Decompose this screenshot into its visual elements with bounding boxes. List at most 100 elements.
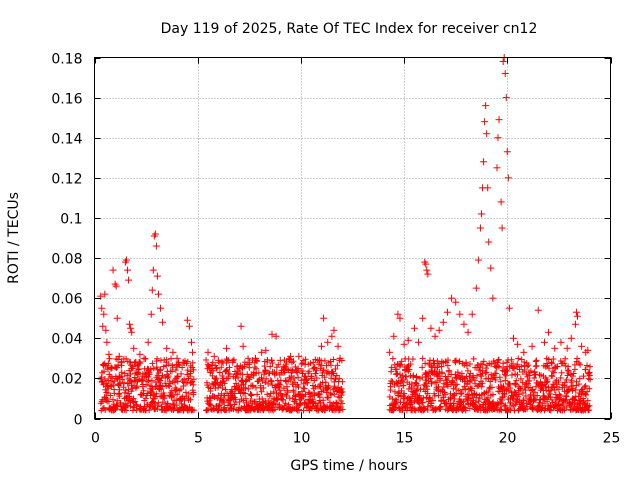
band-mark bbox=[509, 395, 516, 402]
band-mark bbox=[392, 396, 399, 403]
data-point bbox=[485, 238, 493, 246]
data-point bbox=[140, 354, 148, 362]
data-point bbox=[113, 314, 121, 322]
band-mark bbox=[105, 377, 112, 384]
data-point bbox=[130, 344, 138, 352]
band-mark bbox=[218, 358, 225, 365]
band-mark bbox=[133, 384, 140, 391]
band-mark bbox=[165, 373, 172, 380]
data-point bbox=[125, 276, 133, 284]
band-mark bbox=[395, 392, 402, 399]
band-mark bbox=[506, 381, 513, 388]
band-mark bbox=[221, 399, 228, 406]
band-mark bbox=[481, 390, 488, 397]
band-mark bbox=[330, 356, 337, 363]
band-mark bbox=[550, 356, 557, 363]
band-mark bbox=[117, 380, 124, 387]
band-mark bbox=[314, 403, 321, 410]
band-mark bbox=[444, 362, 451, 369]
data-point bbox=[185, 322, 193, 330]
data-point bbox=[394, 310, 402, 318]
band-mark bbox=[165, 361, 172, 368]
band-mark bbox=[438, 369, 445, 376]
band-mark bbox=[436, 375, 443, 382]
band-mark bbox=[130, 395, 137, 402]
band-mark bbox=[172, 367, 179, 374]
band-mark bbox=[391, 388, 398, 395]
band-mark bbox=[533, 357, 540, 364]
band-mark bbox=[173, 402, 180, 409]
band-mark bbox=[225, 357, 232, 364]
band-mark bbox=[320, 397, 327, 404]
data-point bbox=[153, 272, 161, 280]
band-mark bbox=[533, 362, 540, 369]
band-mark bbox=[566, 386, 573, 393]
data-point bbox=[484, 184, 492, 192]
data-point bbox=[330, 326, 338, 334]
band-mark bbox=[187, 396, 194, 403]
band-mark bbox=[549, 373, 556, 380]
x-tick-label: 15 bbox=[396, 431, 414, 447]
band-mark bbox=[514, 361, 521, 368]
band-mark bbox=[427, 394, 434, 401]
band-mark bbox=[475, 398, 482, 405]
band-mark bbox=[527, 391, 534, 398]
band-mark bbox=[488, 384, 495, 391]
data-point bbox=[336, 354, 344, 362]
x-tick-label: 25 bbox=[603, 431, 621, 447]
band-mark bbox=[218, 364, 225, 371]
band-mark bbox=[586, 385, 593, 392]
data-point bbox=[480, 158, 488, 166]
band-mark bbox=[177, 386, 184, 393]
band-mark bbox=[492, 376, 499, 383]
band-mark bbox=[431, 392, 438, 399]
band-mark bbox=[272, 384, 279, 391]
data-point bbox=[390, 332, 398, 340]
band-mark bbox=[477, 364, 484, 371]
band-mark bbox=[242, 390, 249, 397]
band-mark bbox=[558, 369, 565, 376]
data-point bbox=[144, 338, 152, 346]
band-mark bbox=[332, 366, 339, 373]
band-mark bbox=[230, 356, 237, 363]
band-mark bbox=[322, 407, 329, 414]
data-point bbox=[509, 334, 517, 342]
band-mark bbox=[115, 356, 122, 363]
band-mark bbox=[245, 373, 252, 380]
band-mark bbox=[478, 373, 485, 380]
band-mark bbox=[285, 378, 292, 385]
data-point bbox=[423, 266, 431, 274]
band-mark bbox=[527, 367, 534, 374]
band-mark bbox=[550, 369, 557, 376]
band-mark bbox=[508, 372, 515, 379]
band-mark bbox=[226, 371, 233, 378]
data-point bbox=[132, 358, 140, 366]
band-mark bbox=[226, 364, 233, 371]
band-mark bbox=[489, 400, 496, 407]
band-mark bbox=[168, 368, 175, 375]
band-mark bbox=[483, 369, 490, 376]
data-point bbox=[115, 352, 123, 360]
band-mark bbox=[562, 355, 569, 362]
band-mark bbox=[542, 383, 549, 390]
band-mark bbox=[158, 374, 165, 381]
data-point bbox=[410, 324, 418, 332]
band-mark bbox=[526, 372, 533, 379]
band-mark bbox=[275, 361, 282, 368]
band-mark bbox=[321, 374, 328, 381]
band-mark bbox=[502, 372, 509, 379]
band-mark bbox=[104, 366, 111, 373]
band-mark bbox=[295, 374, 302, 381]
band-mark bbox=[429, 397, 436, 404]
band-mark bbox=[488, 371, 495, 378]
band-mark bbox=[167, 355, 174, 362]
band-mark bbox=[400, 399, 407, 406]
data-point bbox=[415, 338, 423, 346]
band-mark bbox=[334, 400, 341, 407]
band-mark bbox=[419, 399, 426, 406]
band-mark bbox=[544, 398, 551, 405]
band-mark bbox=[458, 370, 465, 377]
data-point bbox=[439, 318, 447, 326]
data-point bbox=[173, 354, 181, 362]
x-tick-label: 20 bbox=[499, 431, 517, 447]
